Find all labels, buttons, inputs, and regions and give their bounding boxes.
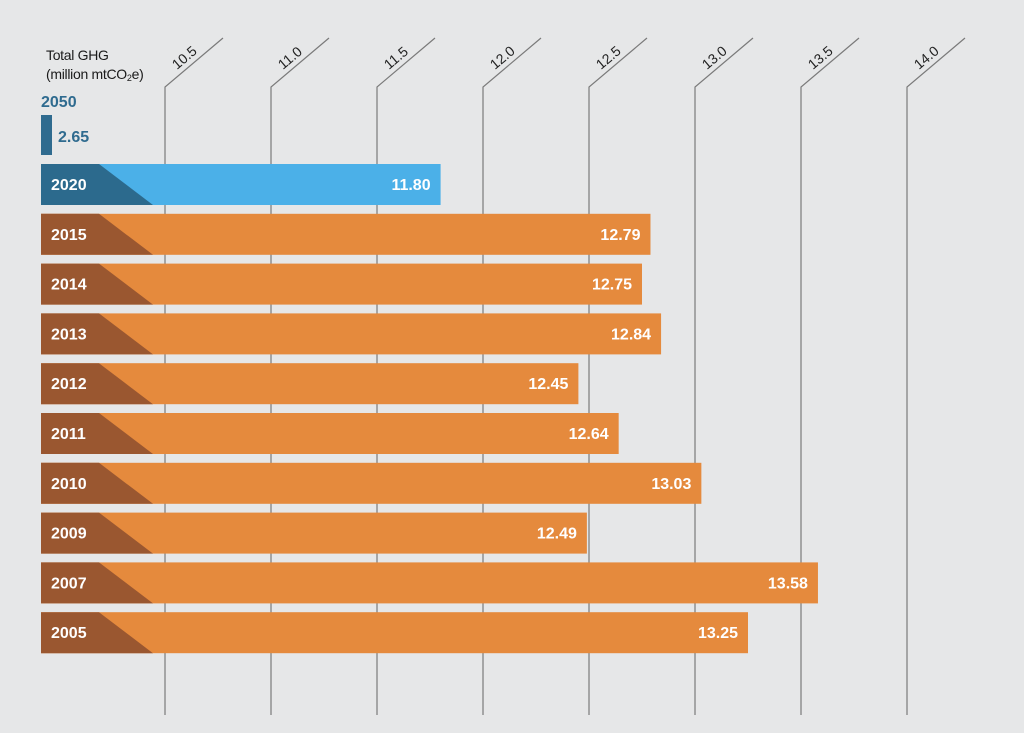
bar-rect-2007 <box>41 562 818 604</box>
bar-rect-2013 <box>41 313 662 355</box>
bar-2014: 2014 12.75 <box>41 263 642 305</box>
year-label-2005: 2005 <box>51 625 87 642</box>
year-label-2010: 2010 <box>51 476 87 493</box>
tick-line-11.5 <box>376 37 436 715</box>
target-year-label: 2050 <box>41 94 77 111</box>
bar-2020: 2020 11.80 <box>41 164 441 205</box>
year-label-2013: 2013 <box>51 326 87 343</box>
bar-tab-2010 <box>41 462 153 504</box>
bar-tab-2013 <box>41 313 153 355</box>
year-label-2009: 2009 <box>51 526 87 543</box>
bar-tab-2014 <box>41 263 153 305</box>
bar-tab-2020 <box>41 164 153 205</box>
bar-tab-2015 <box>41 213 153 255</box>
year-label-2011: 2011 <box>51 426 86 443</box>
value-label-2014: 12.75 <box>592 277 632 294</box>
bar-tab-2011 <box>41 413 153 454</box>
value-label-2012: 12.45 <box>528 376 568 393</box>
tick-line-10.5 <box>164 37 224 715</box>
value-label-2013: 12.84 <box>611 326 651 343</box>
tick-label-13.0: 13.0 <box>699 42 730 72</box>
tick-line-12.5 <box>588 37 648 715</box>
tick-line-13.5 <box>800 37 860 715</box>
value-label-2010: 13.03 <box>651 476 691 493</box>
target-value-label: 2.65 <box>58 129 89 146</box>
bar-2011: 2011 12.64 <box>41 413 619 454</box>
bar-tab-2005 <box>41 612 153 654</box>
bar-rect-2010 <box>41 462 702 504</box>
bar-2010: 2010 13.03 <box>41 462 702 504</box>
value-label-2007: 13.58 <box>768 575 808 592</box>
tick-label-10.5: 10.5 <box>169 42 200 72</box>
bar-2009: 2009 12.49 <box>41 512 587 554</box>
bar-2012: 2012 12.45 <box>41 363 579 405</box>
axis-title-line2: (million mtCO2e) <box>46 66 144 83</box>
tick-line-13.0 <box>694 37 754 715</box>
tick-label-12.0: 12.0 <box>487 42 518 72</box>
year-label-2014: 2014 <box>51 277 87 294</box>
axis-title-line1: Total GHG <box>46 47 109 63</box>
tick-line-11.0 <box>270 37 330 715</box>
year-label-2020: 2020 <box>51 177 87 194</box>
tick-line-14.0 <box>906 37 966 715</box>
axis-title: Total GHG (million mtCO2e) <box>46 46 144 84</box>
tick-label-11.0: 11.0 <box>275 43 306 72</box>
bar-2005: 2005 13.25 <box>41 612 748 654</box>
bar-tab-2009 <box>41 512 153 554</box>
bar-2015: 2015 12.79 <box>41 213 651 255</box>
bar-tab-2012 <box>41 363 153 405</box>
year-label-2012: 2012 <box>51 376 87 393</box>
year-label-2007: 2007 <box>51 575 87 592</box>
value-label-2015: 12.79 <box>600 227 640 244</box>
target-2050: 2050 2.65 <box>41 94 89 155</box>
value-label-2005: 13.25 <box>698 625 738 642</box>
value-label-2009: 12.49 <box>537 526 577 543</box>
bar-tab-2007 <box>41 562 153 604</box>
target-bar <box>41 115 52 155</box>
tick-line-12.0 <box>482 37 542 715</box>
tick-label-11.5: 11.5 <box>381 43 412 72</box>
bar-group: 2020 11.80 2015 12.79 2014 12.75 2013 12.84 2012… <box>41 164 818 654</box>
value-label-2011: 12.64 <box>569 426 609 443</box>
tick-label-14.0: 14.0 <box>911 42 942 72</box>
bar-2007: 2007 13.58 <box>41 562 818 604</box>
year-label-2015: 2015 <box>51 227 87 244</box>
bar-2013: 2013 12.84 <box>41 313 662 355</box>
tick-label-13.5: 13.5 <box>805 42 836 72</box>
bar-rect-2005 <box>41 612 748 654</box>
tick-label-12.5: 12.5 <box>593 42 624 72</box>
value-label-2020: 11.80 <box>391 177 430 194</box>
